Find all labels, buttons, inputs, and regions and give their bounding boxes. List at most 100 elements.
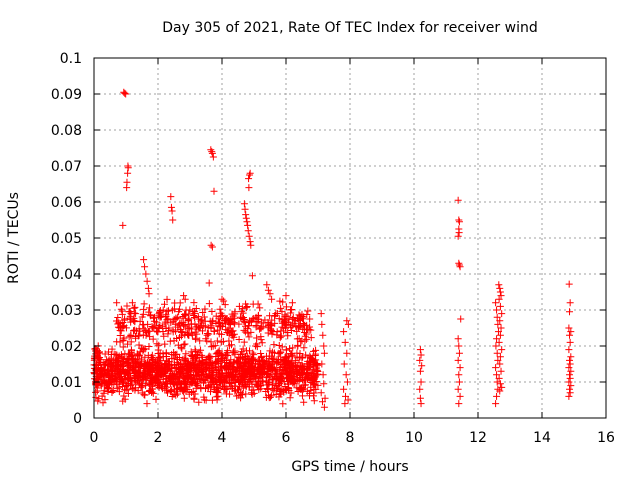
data-point-marker [189,387,197,395]
data-point-marker [264,286,272,294]
data-point-marker [191,328,199,336]
data-point-marker [282,303,290,311]
data-point-marker [497,324,505,332]
data-point-marker [197,385,205,393]
data-point-marker [245,232,253,240]
data-point-marker [417,378,425,386]
data-point-marker [119,359,127,367]
y-tick-label: 0.02 [51,339,82,355]
data-point-marker [259,356,267,364]
data-point-marker [302,351,310,359]
data-point-marker [112,372,120,380]
data-point-marker [124,380,132,388]
data-point-marker [145,308,153,316]
data-point-marker [299,363,307,371]
data-point-marker [176,320,184,328]
data-point-marker [144,320,152,328]
data-point-marker [496,380,504,388]
data-point-marker [320,349,328,357]
data-point-marker [163,307,171,315]
data-point-marker [94,370,102,378]
data-point-marker [300,398,308,406]
data-point-marker [312,371,320,379]
data-point-marker [225,342,233,350]
data-point-marker [282,292,290,300]
data-point-marker [104,370,112,378]
data-point-marker [455,371,463,379]
data-point-marker [288,350,296,358]
data-point-marker [498,346,506,354]
data-point-marker [223,384,231,392]
data-point-marker [161,300,169,308]
data-point-marker [109,386,117,394]
data-point-marker [143,277,151,285]
data-point-marker [257,385,265,393]
data-point-marker [247,241,255,249]
data-point-marker [149,356,157,364]
data-point-marker [125,361,133,369]
data-point-marker [288,315,296,323]
data-point-marker [254,300,262,308]
data-point-marker [205,330,213,338]
data-point-marker [120,322,128,330]
data-point-marker [565,324,573,332]
data-point-marker [185,324,193,332]
data-point-marker [455,342,463,350]
data-point-marker [92,365,100,373]
data-point-marker [262,388,270,396]
data-point-marker [242,214,250,222]
data-point-marker [136,327,144,335]
data-point-marker [226,320,234,328]
data-point-marker [266,312,274,320]
data-point-marker [190,314,198,322]
data-point-marker [120,375,128,383]
data-point-marker [131,303,139,311]
data-point-marker [216,313,224,321]
data-point-marker [201,305,209,313]
data-point-marker [172,386,180,394]
data-point-marker [160,370,168,378]
data-point-marker [295,377,303,385]
data-point-marker [169,216,177,224]
data-point-marker [179,387,187,395]
data-point-marker [283,313,291,321]
data-point-marker [222,390,230,398]
data-point-marker [180,292,188,300]
data-point-marker [228,370,236,378]
data-point-marker [240,338,248,346]
data-point-marker [128,356,136,364]
data-point-marker [183,358,191,366]
data-point-marker [198,351,206,359]
data-point-marker [492,299,500,307]
data-point-marker [140,363,148,371]
data-point-marker [143,400,151,408]
data-point-marker [121,89,129,97]
data-point-marker [291,380,299,388]
data-point-marker [176,333,184,341]
data-point-marker [418,362,426,370]
data-point-marker [307,378,315,386]
data-point-marker [218,350,226,358]
data-point-marker [168,306,176,314]
data-point-marker [161,368,169,376]
data-point-marker [167,388,175,396]
data-point-marker [496,353,504,361]
data-point-marker [198,364,206,372]
data-point-marker [212,350,220,358]
data-point-marker [492,342,500,350]
data-point-marker [299,321,307,329]
data-point-marker [246,171,254,179]
data-point-marker [496,288,504,296]
data-point-marker [288,299,296,307]
data-point-marker [257,349,265,357]
data-point-marker [301,332,309,340]
data-point-marker [141,391,149,399]
data-point-marker [566,338,574,346]
data-point-marker [150,323,158,331]
data-point-marker [455,216,463,224]
x-tick-label: 2 [154,430,163,446]
data-point-marker [492,364,500,372]
data-point-marker [493,371,501,379]
data-point-marker [302,335,310,343]
data-point-marker [137,344,145,352]
